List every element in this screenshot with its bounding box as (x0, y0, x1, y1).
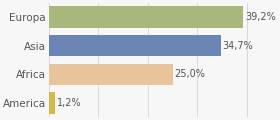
Text: 34,7%: 34,7% (223, 41, 253, 51)
Text: 1,2%: 1,2% (57, 98, 81, 108)
Bar (49, 92, 55, 114)
Bar (49, 64, 172, 85)
Bar (49, 6, 243, 28)
Bar (49, 35, 221, 56)
Text: 39,2%: 39,2% (245, 12, 276, 22)
Text: 25,0%: 25,0% (174, 69, 206, 79)
